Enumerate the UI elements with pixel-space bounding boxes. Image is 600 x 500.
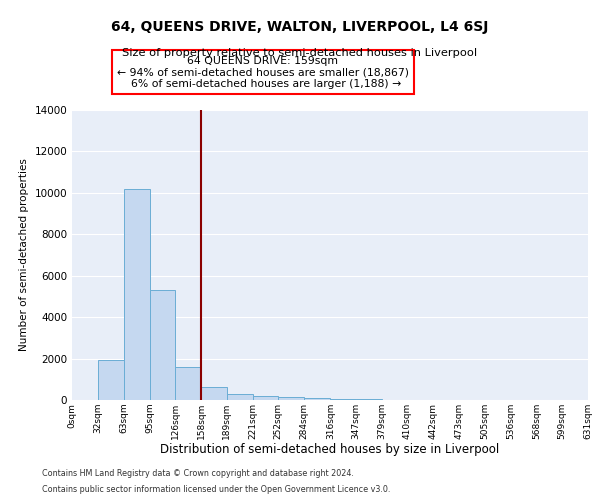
Bar: [98, 360, 124, 400]
Bar: [253, 396, 278, 400]
Bar: [227, 394, 253, 400]
Bar: [356, 399, 382, 400]
Text: 64 QUEENS DRIVE: 159sqm  
← 94% of semi-detached houses are smaller (18,867)
  6: 64 QUEENS DRIVE: 159sqm ← 94% of semi-de…: [117, 56, 409, 89]
Bar: [201, 386, 227, 400]
Y-axis label: Number of semi-detached properties: Number of semi-detached properties: [19, 158, 29, 352]
Bar: [304, 398, 331, 400]
Text: Contains HM Land Registry data © Crown copyright and database right 2024.: Contains HM Land Registry data © Crown c…: [42, 468, 354, 477]
Bar: [149, 290, 175, 400]
Text: Contains public sector information licensed under the Open Government Licence v3: Contains public sector information licen…: [42, 485, 391, 494]
Text: Distribution of semi-detached houses by size in Liverpool: Distribution of semi-detached houses by …: [160, 442, 500, 456]
Text: 64, QUEENS DRIVE, WALTON, LIVERPOOL, L4 6SJ: 64, QUEENS DRIVE, WALTON, LIVERPOOL, L4 …: [112, 20, 488, 34]
Bar: [175, 368, 201, 400]
Bar: [278, 397, 304, 400]
Bar: [124, 188, 149, 400]
Text: Size of property relative to semi-detached houses in Liverpool: Size of property relative to semi-detach…: [122, 48, 478, 58]
Bar: [331, 399, 356, 400]
